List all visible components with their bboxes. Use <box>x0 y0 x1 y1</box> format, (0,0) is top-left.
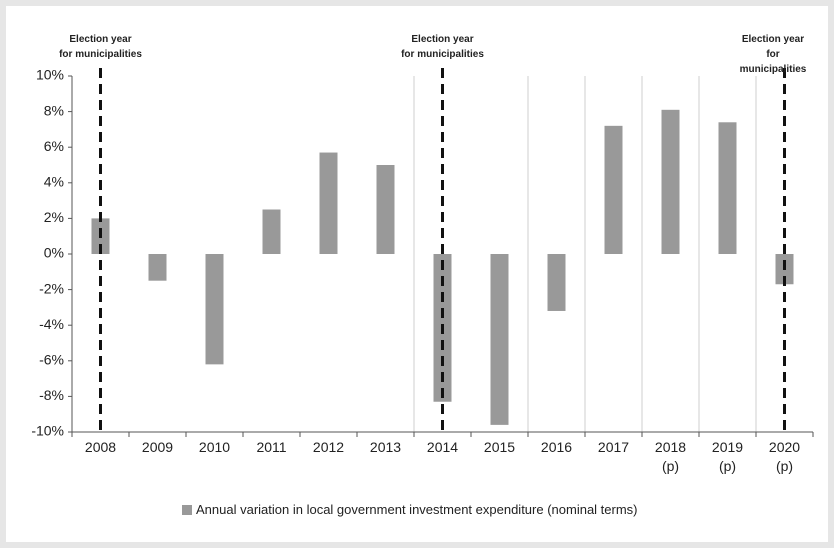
x-tick-label: 2013 <box>369 439 402 455</box>
bar <box>205 254 224 365</box>
y-tick-label: 4% <box>44 174 64 190</box>
x-tick-label: 2011 <box>256 439 287 455</box>
bar <box>490 254 509 425</box>
annotation: Election year for municipalities <box>401 34 484 60</box>
annotation: Election year for municipalities <box>59 34 142 60</box>
bar <box>319 152 338 254</box>
bar <box>661 109 680 254</box>
bar <box>262 209 281 254</box>
x-tick-label: 2015 <box>483 439 516 455</box>
y-tick-label: -2% <box>39 280 64 296</box>
bar <box>148 254 167 281</box>
x-tick-label: 2020 (p) <box>768 439 801 474</box>
x-tick-label: 2014 <box>426 439 459 455</box>
y-tick-label: 2% <box>44 209 64 225</box>
x-tick-label: 2016 <box>540 439 573 455</box>
y-tick-label: -10% <box>31 423 64 439</box>
annotation: Election year for municipalities <box>739 34 807 75</box>
y-tick-label: -4% <box>39 316 64 332</box>
x-tick-label: 2012 <box>312 439 345 455</box>
frame <box>6 6 828 542</box>
x-tick-label: 2010 <box>198 439 231 455</box>
y-tick-label: -6% <box>39 352 64 368</box>
x-tick-label: 2009 <box>141 439 174 455</box>
x-tick-label: 2018 (p) <box>654 439 687 474</box>
y-tick-label: 10% <box>36 67 64 83</box>
y-tick-label: 8% <box>44 102 64 118</box>
bar <box>718 122 737 254</box>
legend-label: Annual variation in local government inv… <box>196 502 638 517</box>
legend-swatch <box>182 505 192 515</box>
x-tick-label: 2019 (p) <box>711 439 744 474</box>
bar <box>547 254 566 311</box>
bar <box>604 125 623 254</box>
bar <box>376 165 395 254</box>
y-tick-label: 6% <box>44 138 64 154</box>
x-tick-label: 2017 <box>597 439 630 455</box>
x-tick-label: 2008 <box>84 439 117 455</box>
y-tick-label: 0% <box>44 245 64 261</box>
y-tick-label: -8% <box>39 387 64 403</box>
